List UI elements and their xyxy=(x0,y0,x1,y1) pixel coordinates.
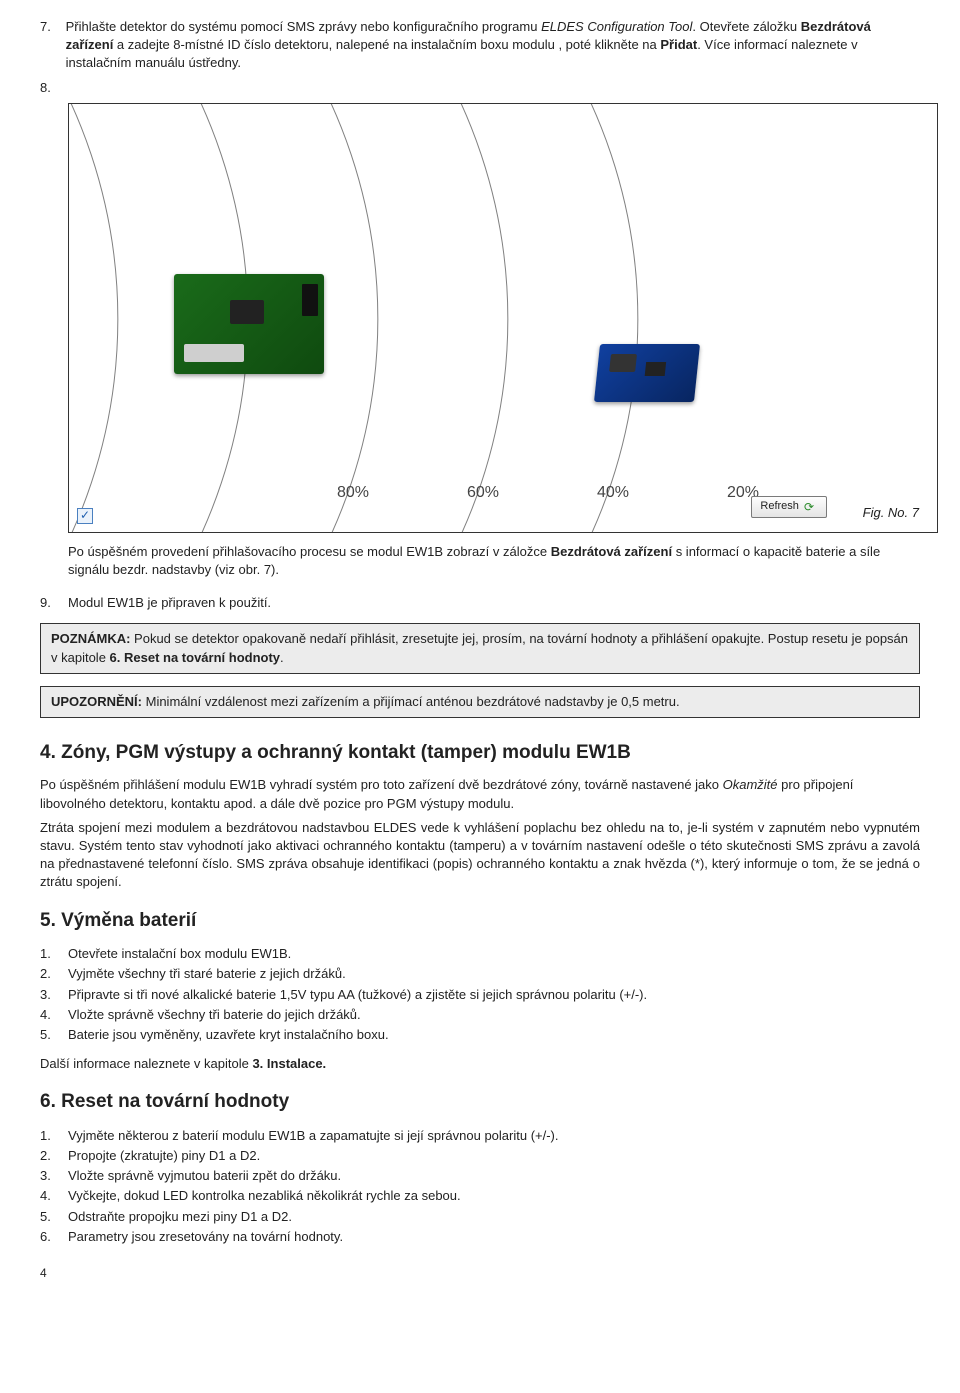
item-number: 9. xyxy=(40,594,68,612)
chapter-ref: 6. Reset na tovární hodnoty xyxy=(110,650,280,665)
list-item: 5.Baterie jsou vyměněny, uzavřete kryt i… xyxy=(40,1025,920,1045)
item-text: Přihlašte detektor do systému pomocí SMS… xyxy=(66,18,906,73)
signal-60pct: 60% xyxy=(467,482,499,504)
item-number: 5. xyxy=(40,1208,68,1226)
section-5-after: Další informace naleznete v kapitole 3. … xyxy=(40,1055,920,1073)
item-text: Vložte správně vyjmutou baterii zpět do … xyxy=(68,1167,920,1185)
button-name: Přidat xyxy=(660,37,697,52)
list-item: 2.Vyjměte všechny tři staré baterie z je… xyxy=(40,964,920,984)
list-item: 2.Propojte (zkratujte) piny D1 a D2. xyxy=(40,1146,920,1166)
section-4-title: 4. Zóny, PGM výstupy a ochranný kontakt … xyxy=(40,740,920,767)
receiver-module-graphic xyxy=(594,344,700,402)
text-fragment: . Otevřete záložku xyxy=(692,19,800,34)
refresh-button[interactable]: Refresh ⟳ xyxy=(751,496,827,517)
item-number: 4. xyxy=(40,1187,68,1205)
text-fragment: Další informace naleznete v kapitole xyxy=(40,1056,252,1071)
list-item: 4.Vložte správně všechny tři baterie do … xyxy=(40,1005,920,1025)
warning-box: UPOZORNĚNÍ: Minimální vzdálenost mezi za… xyxy=(40,686,920,718)
item-text: Vložte správně všechny tři baterie do je… xyxy=(68,1006,920,1024)
item-number: 6. xyxy=(40,1228,68,1246)
signal-diagram: 80% 60% 40% 20% ✓ Refresh ⟳ Fig. No. 7 xyxy=(68,103,938,533)
list-item: 3.Vložte správně vyjmutou baterii zpět d… xyxy=(40,1166,920,1186)
section-6-list: 1.Vyjměte některou z baterií modulu EW1B… xyxy=(40,1126,920,1247)
checkbox-icon[interactable]: ✓ xyxy=(77,508,93,524)
item-text: Připravte si tři nové alkalické baterie … xyxy=(68,986,920,1004)
item-number: 7. xyxy=(40,18,62,36)
item-number: 2. xyxy=(40,965,68,983)
list-item: 1.Vyjměte některou z baterií modulu EW1B… xyxy=(40,1126,920,1146)
refresh-icon: ⟳ xyxy=(804,501,814,513)
text-fragment: Po úspěšném přihlášení modulu EW1B vyhra… xyxy=(40,777,723,792)
list-item: 5.Odstraňte propojku mezi piny D1 a D2. xyxy=(40,1207,920,1227)
signal-40pct: 40% xyxy=(597,482,629,504)
warning-label: UPOZORNĚNÍ: xyxy=(51,694,142,709)
section-4-para1: Po úspěšném přihlášení modulu EW1B vyhra… xyxy=(40,776,920,812)
item-text: Vyčkejte, dokud LED kontrolka nezabliká … xyxy=(68,1187,920,1205)
list-item-9: 9. Modul EW1B je připraven k použití. xyxy=(40,593,920,613)
item-text: Otevřete instalační box modulu EW1B. xyxy=(68,945,920,963)
item-number: 5. xyxy=(40,1026,68,1044)
item-text: Modul EW1B je připraven k použití. xyxy=(68,594,920,612)
list-item: 1.Otevřete instalační box modulu EW1B. xyxy=(40,944,920,964)
note-box: POZNÁMKA: Pokud se detektor opakovaně ne… xyxy=(40,623,920,673)
list-item-9-wrap: 9. Modul EW1B je připraven k použití. xyxy=(40,593,920,613)
section-6-title: 6. Reset na tovární hodnoty xyxy=(40,1089,920,1116)
chapter-ref: 3. Instalace. xyxy=(252,1056,326,1071)
item-number: 3. xyxy=(40,986,68,1004)
item-text: Vyjměte všechny tři staré baterie z jeji… xyxy=(68,965,920,983)
section-5-title: 5. Výměna baterií xyxy=(40,908,920,935)
list-item-7: 7. Přihlašte detektor do systému pomocí … xyxy=(40,18,920,73)
tool-name: ELDES Configuration Tool xyxy=(541,19,692,34)
note-label: POZNÁMKA: xyxy=(51,631,130,646)
list-item: 6.Parametry jsou zresetovány na tovární … xyxy=(40,1227,920,1247)
item-text: Propojte (zkratujte) piny D1 a D2. xyxy=(68,1147,920,1165)
figure-number: Fig. No. 7 xyxy=(863,504,919,522)
item-number: 3. xyxy=(40,1167,68,1185)
signal-80pct: 80% xyxy=(337,482,369,504)
list-item: 3.Připravte si tři nové alkalické bateri… xyxy=(40,985,920,1005)
text-fragment: . xyxy=(280,650,284,665)
item-text: Vyjměte některou z baterií modulu EW1B a… xyxy=(68,1127,920,1145)
item-number: 1. xyxy=(40,945,68,963)
section-4-para2: Ztráta spojení mezi modulem a bezdrátovo… xyxy=(40,819,920,892)
item-number: 2. xyxy=(40,1147,68,1165)
section-5-list: 1.Otevřete instalační box modulu EW1B.2.… xyxy=(40,944,920,1045)
transmitter-module-graphic xyxy=(174,274,324,374)
text-fragment: Přihlašte detektor do systému pomocí SMS… xyxy=(66,19,541,34)
after-diagram-text: Po úspěšném provedení přihlašovacího pro… xyxy=(68,543,908,579)
page-number: 4 xyxy=(40,1265,920,1282)
text-fragment: Po úspěšném provedení přihlašovacího pro… xyxy=(68,544,551,559)
list-item: 4.Vyčkejte, dokud LED kontrolka nezablik… xyxy=(40,1186,920,1206)
item-text: Odstraňte propojku mezi piny D1 a D2. xyxy=(68,1208,920,1226)
item-text: Parametry jsou zresetovány na tovární ho… xyxy=(68,1228,920,1246)
text-fragment: Minimální vzdálenost mezi zařízením a př… xyxy=(142,694,680,709)
item-number-8: 8. xyxy=(40,79,920,97)
item-number: 1. xyxy=(40,1127,68,1145)
zone-type: Okamžité xyxy=(723,777,778,792)
item-number: 4. xyxy=(40,1006,68,1024)
text-fragment: a zadejte 8-místné ID číslo detektoru, n… xyxy=(113,37,660,52)
item-text: Baterie jsou vyměněny, uzavřete kryt ins… xyxy=(68,1026,920,1044)
refresh-label: Refresh xyxy=(760,499,799,514)
tab-name: Bezdrátová zařízení xyxy=(551,544,672,559)
